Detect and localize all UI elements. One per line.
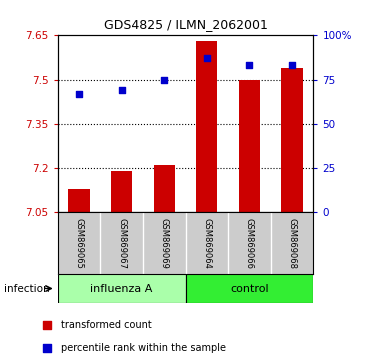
Text: transformed count: transformed count bbox=[61, 320, 152, 330]
Bar bbox=[111, 171, 132, 212]
Text: GSM869068: GSM869068 bbox=[288, 218, 297, 269]
Point bbox=[119, 87, 125, 93]
Bar bbox=[282, 68, 303, 212]
Bar bbox=[154, 165, 175, 212]
Point bbox=[161, 77, 167, 82]
Point bbox=[204, 56, 210, 61]
Text: GSM869065: GSM869065 bbox=[74, 218, 83, 269]
Text: infection: infection bbox=[4, 284, 49, 293]
Bar bbox=[58, 274, 186, 303]
Bar bbox=[196, 41, 217, 212]
Text: GSM869069: GSM869069 bbox=[160, 218, 169, 269]
Bar bbox=[239, 80, 260, 212]
Text: GDS4825 / ILMN_2062001: GDS4825 / ILMN_2062001 bbox=[104, 18, 267, 31]
Text: percentile rank within the sample: percentile rank within the sample bbox=[61, 343, 226, 353]
Point bbox=[289, 63, 295, 68]
Point bbox=[44, 345, 50, 351]
Point bbox=[44, 322, 50, 327]
Bar bbox=[186, 274, 313, 303]
Text: influenza A: influenza A bbox=[90, 284, 153, 293]
Point bbox=[247, 63, 253, 68]
Text: GSM869064: GSM869064 bbox=[202, 218, 211, 269]
Bar bbox=[68, 189, 89, 212]
Point bbox=[76, 91, 82, 97]
Text: GSM869067: GSM869067 bbox=[117, 218, 126, 269]
Text: GSM869066: GSM869066 bbox=[245, 218, 254, 269]
Text: control: control bbox=[230, 284, 269, 293]
